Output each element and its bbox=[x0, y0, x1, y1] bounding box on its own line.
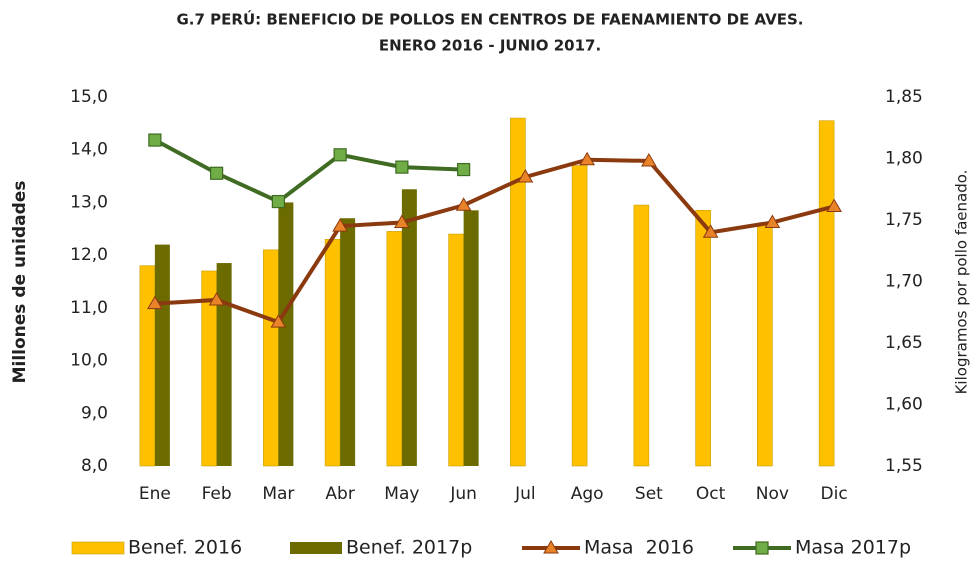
bar bbox=[139, 265, 156, 467]
x-tick-label: Feb bbox=[202, 484, 232, 504]
legend-marker bbox=[755, 541, 769, 555]
marker bbox=[395, 160, 409, 174]
bar bbox=[695, 210, 711, 467]
marker bbox=[455, 197, 472, 211]
bar bbox=[263, 249, 279, 467]
y-tick-label: 15,0 bbox=[70, 87, 108, 107]
y2-axis-label: Kilogramos por pollo faenado. bbox=[953, 170, 971, 395]
y-axis-label: Millones de unidades bbox=[10, 181, 30, 384]
bar bbox=[340, 218, 356, 466]
x-tick-label: Jun bbox=[449, 484, 477, 504]
legend-label: Benef. 2016 bbox=[128, 537, 242, 559]
marker bbox=[702, 224, 719, 238]
bar bbox=[216, 263, 232, 466]
marker bbox=[764, 214, 781, 228]
marker bbox=[270, 314, 287, 328]
legend-swatch bbox=[290, 542, 342, 554]
marker bbox=[826, 198, 842, 212]
marker bbox=[148, 133, 162, 147]
y-tick-label: 13,0 bbox=[70, 192, 108, 212]
legend-label: Masa 2017p bbox=[795, 537, 911, 559]
y2-tick-label: 1,80 bbox=[885, 149, 923, 169]
y-tick-label: 12,0 bbox=[70, 245, 108, 265]
bar bbox=[386, 231, 403, 467]
marker bbox=[147, 295, 163, 310]
y2-tick-label: 1,85 bbox=[885, 87, 923, 107]
bar bbox=[633, 204, 650, 467]
marker bbox=[517, 168, 534, 183]
legend-swatch bbox=[71, 541, 125, 555]
bar bbox=[324, 239, 341, 467]
marker bbox=[579, 151, 595, 166]
x-tick-label: Set bbox=[635, 484, 663, 504]
line bbox=[153, 138, 464, 204]
x-tick-label: Dic bbox=[821, 484, 848, 504]
marker bbox=[394, 214, 410, 228]
chart-title: G.7 PERÚ: BENEFICIO DE POLLOS EN CENTROS… bbox=[177, 10, 804, 29]
x-tick-label: Oct bbox=[696, 484, 726, 504]
y-tick-label: 9,0 bbox=[81, 403, 108, 423]
bar bbox=[154, 244, 170, 466]
x-tick-label: May bbox=[384, 484, 419, 504]
bar bbox=[401, 189, 417, 466]
marker bbox=[271, 194, 285, 209]
bar bbox=[757, 223, 773, 467]
bar bbox=[448, 233, 464, 467]
y-tick-label: 8,0 bbox=[81, 456, 108, 476]
bar bbox=[278, 202, 294, 466]
marker bbox=[641, 152, 657, 167]
marker bbox=[457, 162, 471, 177]
x-tick-label: Jul bbox=[514, 484, 536, 504]
bar bbox=[818, 120, 835, 467]
marker bbox=[332, 218, 348, 232]
bar bbox=[571, 165, 588, 467]
bar bbox=[463, 210, 479, 466]
y2-tick-label: 1,55 bbox=[885, 456, 923, 476]
line bbox=[154, 157, 835, 325]
y2-tick-label: 1,70 bbox=[885, 272, 923, 292]
legend-label: Masa 2016 bbox=[584, 537, 694, 559]
y-tick-label: 11,0 bbox=[70, 298, 108, 318]
marker bbox=[210, 166, 224, 180]
y2-tick-label: 1,60 bbox=[885, 395, 923, 415]
x-tick-label: Nov bbox=[756, 484, 789, 504]
marker bbox=[208, 291, 225, 306]
x-tick-label: Abr bbox=[325, 484, 354, 504]
x-tick-label: Mar bbox=[262, 484, 294, 504]
bar bbox=[510, 117, 526, 467]
y-tick-label: 10,0 bbox=[70, 351, 108, 371]
y2-tick-label: 1,65 bbox=[885, 333, 923, 353]
x-tick-label: Ago bbox=[571, 484, 604, 504]
x-tick-label: Ene bbox=[139, 484, 171, 504]
legend-marker bbox=[543, 540, 559, 554]
marker bbox=[333, 148, 347, 162]
legend-label: Benef. 2017p bbox=[346, 537, 472, 559]
chart-subtitle: ENERO 2016 - JUNIO 2017. bbox=[379, 37, 601, 55]
y-tick-label: 14,0 bbox=[70, 140, 108, 160]
y2-tick-label: 1,75 bbox=[885, 210, 923, 230]
